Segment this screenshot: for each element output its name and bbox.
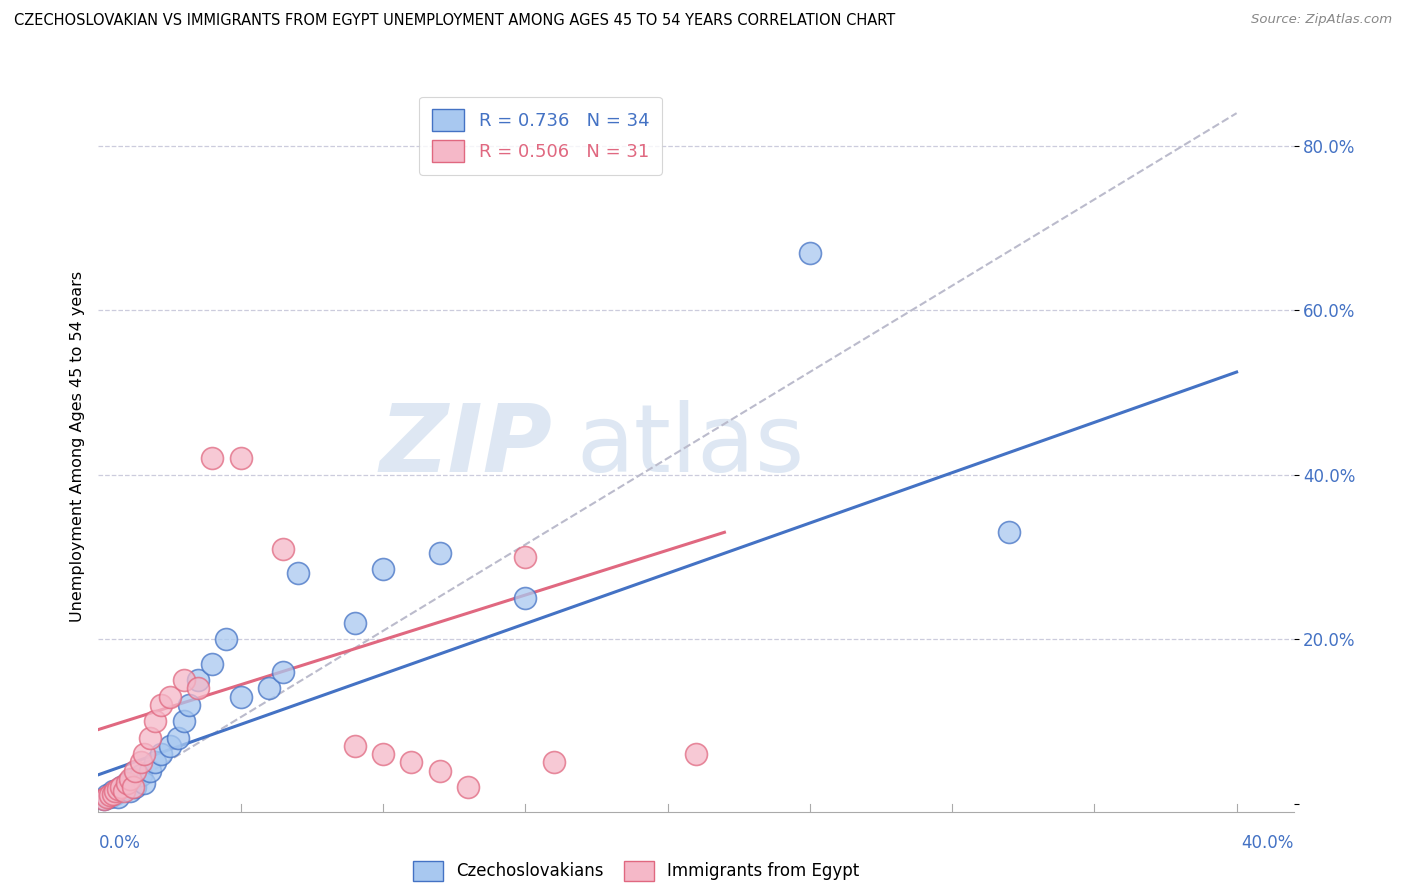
Text: ZIP: ZIP <box>380 400 553 492</box>
Point <box>132 776 155 790</box>
Point <box>143 756 166 770</box>
Point <box>118 784 141 798</box>
Point <box>343 739 366 753</box>
Point <box>187 681 209 696</box>
Point <box>132 747 155 762</box>
Point <box>229 451 252 466</box>
Point <box>124 764 146 778</box>
Point <box>150 747 173 762</box>
Point <box>167 731 190 745</box>
Point <box>129 768 152 782</box>
Point <box>143 714 166 729</box>
Point <box>201 657 224 671</box>
Text: 0.0%: 0.0% <box>98 834 141 852</box>
Point <box>115 776 138 790</box>
Point <box>118 772 141 786</box>
Point <box>107 781 129 796</box>
Point <box>112 781 135 796</box>
Point <box>187 673 209 688</box>
Point <box>121 772 143 786</box>
Point <box>115 776 138 790</box>
Y-axis label: Unemployment Among Ages 45 to 54 years: Unemployment Among Ages 45 to 54 years <box>69 270 84 622</box>
Point <box>150 698 173 712</box>
Point <box>138 731 160 745</box>
Point <box>101 787 124 801</box>
Text: 40.0%: 40.0% <box>1241 834 1294 852</box>
Text: Source: ZipAtlas.com: Source: ZipAtlas.com <box>1251 13 1392 27</box>
Point <box>179 698 201 712</box>
Point <box>401 756 423 770</box>
Point <box>515 549 537 564</box>
Point <box>215 632 238 647</box>
Legend: Czechoslovakians, Immigrants from Egypt: Czechoslovakians, Immigrants from Egypt <box>406 854 866 888</box>
Point <box>129 756 152 770</box>
Point <box>96 789 118 804</box>
Point <box>110 780 132 794</box>
Point <box>121 780 143 794</box>
Point <box>371 562 394 576</box>
Point <box>93 792 115 806</box>
Point <box>429 546 451 560</box>
Point <box>998 525 1021 540</box>
Point <box>107 789 129 804</box>
Point <box>515 591 537 605</box>
Point <box>93 792 115 806</box>
Point <box>371 747 394 762</box>
Point <box>98 789 121 804</box>
Point <box>96 789 118 803</box>
Point <box>104 787 127 801</box>
Point <box>110 780 132 794</box>
Point <box>101 784 124 798</box>
Point <box>273 665 295 679</box>
Point <box>543 756 565 770</box>
Point <box>173 714 195 729</box>
Point <box>343 615 366 630</box>
Point <box>257 681 280 696</box>
Point <box>112 784 135 798</box>
Point <box>124 780 146 794</box>
Point <box>173 673 195 688</box>
Point <box>138 764 160 778</box>
Point <box>457 780 479 794</box>
Point <box>429 764 451 778</box>
Text: CZECHOSLOVAKIAN VS IMMIGRANTS FROM EGYPT UNEMPLOYMENT AMONG AGES 45 TO 54 YEARS : CZECHOSLOVAKIAN VS IMMIGRANTS FROM EGYPT… <box>14 13 896 29</box>
Point <box>98 789 121 803</box>
Point <box>799 245 821 260</box>
Point <box>287 566 309 581</box>
Point <box>201 451 224 466</box>
Point <box>685 747 707 762</box>
Point <box>159 690 181 704</box>
Point <box>229 690 252 704</box>
Point <box>273 541 295 556</box>
Text: atlas: atlas <box>576 400 804 492</box>
Point <box>159 739 181 753</box>
Point <box>104 784 127 798</box>
